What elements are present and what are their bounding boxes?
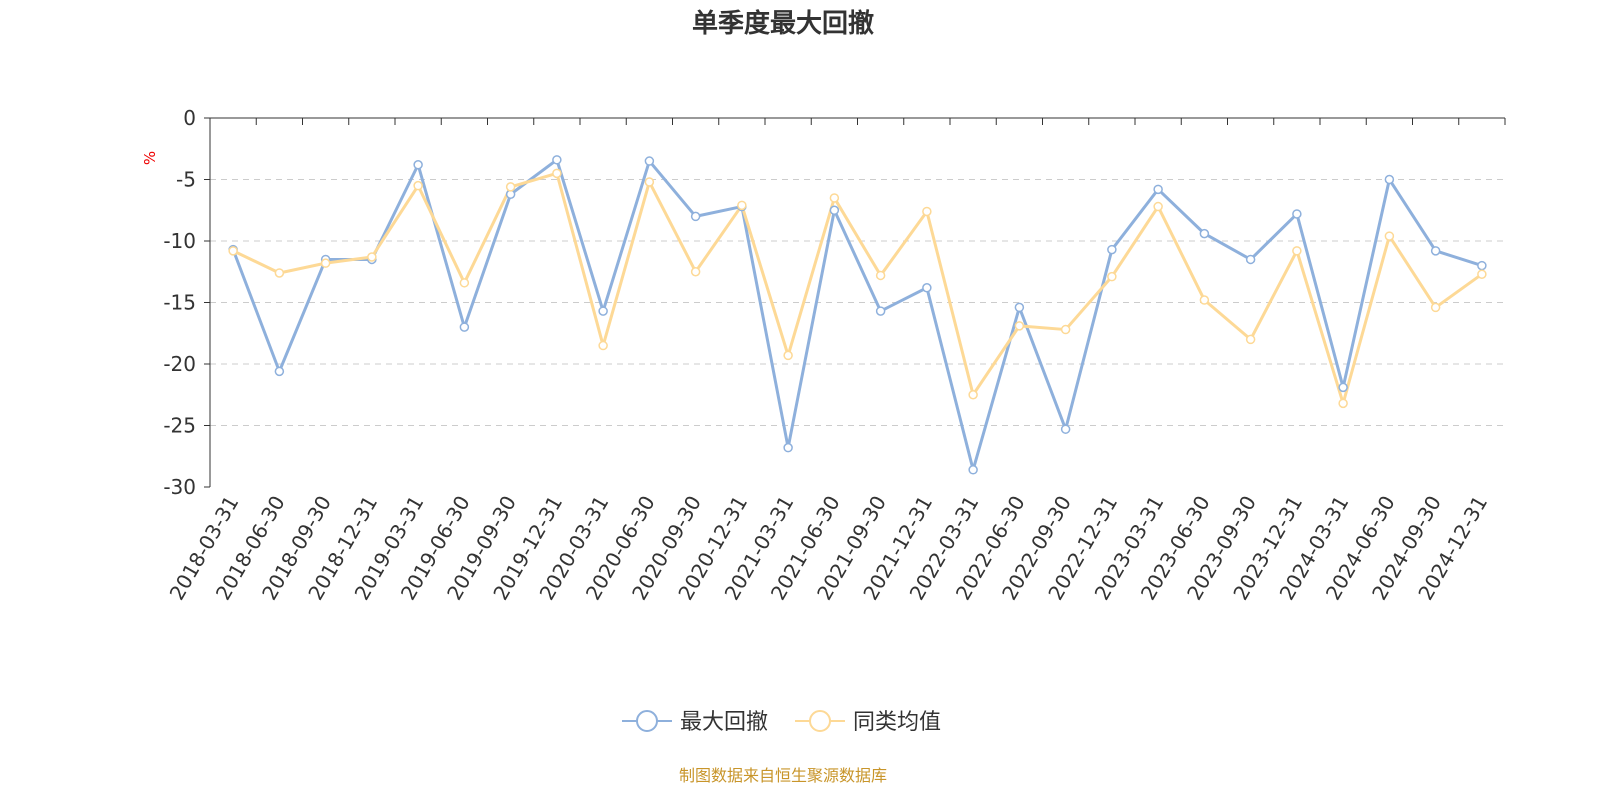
data-point — [1338, 398, 1348, 409]
data-point — [1477, 260, 1487, 271]
data-point — [1430, 246, 1441, 256]
data-point — [459, 278, 470, 288]
data-point — [413, 159, 423, 170]
data-point — [1107, 244, 1117, 255]
data-point — [1107, 271, 1117, 282]
data-point — [1384, 231, 1395, 241]
data-point — [1430, 302, 1441, 313]
y-tick-label: -10 — [163, 229, 196, 253]
legend-label: 最大回撤 — [680, 710, 768, 735]
data-point — [968, 390, 978, 400]
data-point — [1245, 334, 1256, 345]
data-point — [690, 211, 701, 222]
data-point — [829, 193, 840, 203]
data-point — [922, 206, 932, 217]
data-point — [1199, 228, 1210, 239]
legend: 最大回撤 同类均值 — [622, 710, 941, 735]
legend-marker — [636, 710, 658, 732]
data-point — [1292, 209, 1302, 219]
data-point — [1153, 201, 1163, 212]
data-point — [274, 268, 285, 278]
data-point — [1060, 324, 1071, 335]
data-point — [598, 306, 608, 316]
data-point — [1199, 295, 1210, 305]
y-axis-unit: % — [141, 151, 159, 165]
data-point — [1245, 254, 1256, 265]
data-point — [1153, 184, 1163, 195]
data-point — [875, 306, 886, 316]
data-point — [783, 350, 793, 361]
data-point — [413, 180, 423, 191]
data-point — [1338, 382, 1348, 393]
y-tick-label: -15 — [163, 291, 196, 315]
legend-marker — [809, 710, 831, 732]
legend-label: 同类均值 — [853, 710, 941, 735]
data-point — [829, 205, 840, 215]
y-tick-label: -5 — [176, 168, 196, 192]
data-point — [274, 366, 285, 377]
data-point — [1384, 174, 1395, 185]
data-point — [1477, 269, 1487, 279]
data-point — [552, 155, 562, 165]
y-tick-label: 0 — [183, 106, 196, 130]
data-point — [320, 258, 331, 268]
data-point — [644, 177, 655, 187]
data-point — [783, 442, 793, 453]
series-line — [232, 171, 1483, 405]
data-point — [875, 270, 886, 281]
data-point — [922, 282, 932, 293]
data-point — [644, 156, 655, 166]
data-point — [1292, 246, 1302, 256]
data-point — [228, 246, 238, 256]
data-point — [367, 252, 377, 262]
data-point — [737, 200, 747, 211]
data-point — [1060, 424, 1071, 434]
y-tick-label: -30 — [163, 475, 196, 499]
data-point — [552, 168, 562, 179]
series-line — [231, 158, 1483, 472]
chart-title: 单季度最大回撤 — [692, 8, 874, 39]
data-point — [968, 465, 978, 475]
data-point — [598, 340, 608, 351]
source-note: 制图数据来自恒生聚源数据库 — [679, 766, 887, 785]
data-point — [1014, 321, 1025, 331]
y-tick-label: -25 — [163, 414, 196, 438]
data-point — [459, 322, 470, 332]
data-point — [505, 182, 516, 192]
data-point — [1014, 302, 1025, 313]
data-point — [690, 267, 701, 277]
y-tick-label: -20 — [163, 352, 196, 376]
